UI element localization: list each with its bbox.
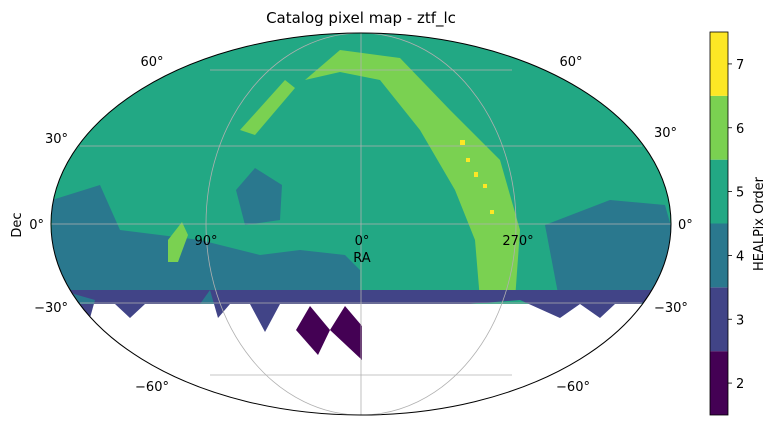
dec-label-m60-right: −60° (556, 380, 590, 395)
colorbar-tick-label: 3 (736, 313, 744, 328)
colorbar-frame (709, 31, 729, 416)
dec-label-m30-left: −30° (34, 301, 68, 316)
dense-tile (474, 172, 478, 177)
dec-label-60-right: 60° (559, 55, 582, 70)
colorbar-swatch-order-4 (710, 223, 728, 288)
coverage-sparse-patch (236, 168, 282, 225)
coverage-patch-ra80 (168, 222, 188, 262)
colorbar-tick-label: 7 (736, 58, 744, 73)
ra-label-90: 90° (194, 234, 217, 249)
colorbar-swatch-order-6 (710, 95, 728, 160)
ra-label-270: 270° (502, 234, 533, 249)
coverage-order2-left (296, 306, 330, 355)
colorbar-swatches (710, 32, 728, 415)
graticule (51, 32, 671, 416)
colorbar-tick-label: 2 (736, 377, 744, 392)
dense-tile (490, 210, 494, 214)
colorbar: 2 3 4 5 6 7 HEALPix Order (709, 31, 767, 416)
dec-label-0-left: 0° (29, 218, 44, 233)
coverage-dense-tiles (460, 140, 494, 214)
dec-label-60-left: 60° (140, 55, 163, 70)
dec-label-m30-right: −30° (654, 301, 688, 316)
coverage-plane-wisp (240, 80, 295, 135)
coverage-southern-edge (60, 290, 668, 332)
ra-label-0: 0° (355, 234, 370, 249)
colorbar-ticks: 2 3 4 5 6 7 (728, 58, 744, 392)
map-outline (50, 32, 672, 416)
map-area (51, 33, 671, 360)
dense-tile (460, 140, 465, 145)
y-axis-label: Dec (10, 212, 25, 237)
dec-tick-labels: 60° 60° 30° 30° 0° 0° −30° −30° −60° −60… (29, 55, 693, 395)
colorbar-swatch-order-7 (710, 32, 728, 96)
colorbar-tick-label: 4 (736, 249, 744, 264)
colorbar-label: HEALPix Order (752, 176, 767, 271)
colorbar-swatch-order-3 (710, 287, 728, 352)
colorbar-swatch-order-2 (710, 351, 728, 415)
dense-tile (483, 184, 487, 188)
ra-tick-labels: 90° 0° 270° (194, 234, 533, 249)
colorbar-tick-label: 5 (736, 186, 744, 201)
chart-title: Catalog pixel map - ztf_lc (266, 9, 456, 28)
dec-label-0-right: 0° (678, 218, 693, 233)
dense-tile (466, 158, 470, 162)
coverage-sparse-west (545, 200, 671, 304)
colorbar-swatch-order-5 (710, 159, 728, 224)
x-axis-label: RA (353, 251, 371, 266)
coverage-order2-right (330, 306, 362, 360)
dec-label-30-right: 30° (654, 126, 677, 141)
coverage-sparse-east (52, 185, 360, 304)
dec-label-30-left: 30° (45, 132, 68, 147)
dec-label-m60-left: −60° (135, 380, 169, 395)
colorbar-tick-label: 6 (736, 122, 744, 137)
